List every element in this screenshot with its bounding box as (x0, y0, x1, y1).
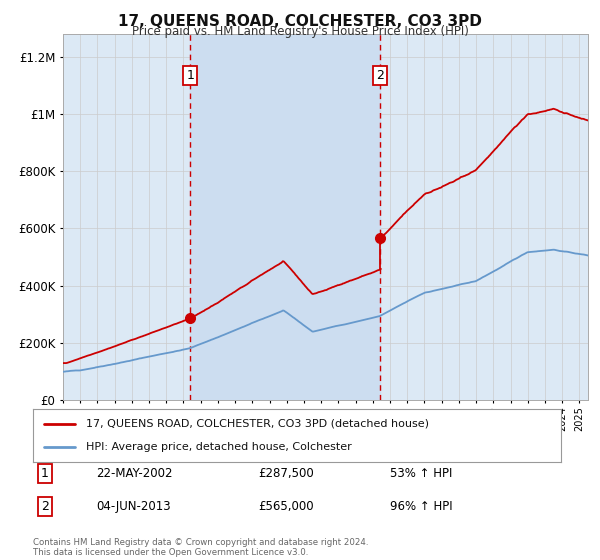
Bar (190, 34, 380, 400)
Text: HPI: Average price, detached house, Colchester: HPI: Average price, detached house, Colc… (86, 442, 352, 452)
Text: 2: 2 (376, 69, 384, 82)
Text: 53% ↑ HPI: 53% ↑ HPI (390, 466, 452, 480)
Text: Contains HM Land Registry data © Crown copyright and database right 2024.
This d: Contains HM Land Registry data © Crown c… (33, 538, 368, 557)
Text: 22-MAY-2002: 22-MAY-2002 (96, 466, 173, 480)
Text: 1: 1 (186, 69, 194, 82)
Text: Price paid vs. HM Land Registry's House Price Index (HPI): Price paid vs. HM Land Registry's House … (131, 25, 469, 38)
Text: 1: 1 (41, 466, 49, 480)
Text: 17, QUEENS ROAD, COLCHESTER, CO3 3PD (detached house): 17, QUEENS ROAD, COLCHESTER, CO3 3PD (de… (86, 419, 429, 429)
Text: £565,000: £565,000 (258, 500, 314, 514)
Text: 04-JUN-2013: 04-JUN-2013 (96, 500, 170, 514)
Text: £287,500: £287,500 (258, 466, 314, 480)
Text: 17, QUEENS ROAD, COLCHESTER, CO3 3PD: 17, QUEENS ROAD, COLCHESTER, CO3 3PD (118, 14, 482, 29)
Text: 96% ↑ HPI: 96% ↑ HPI (390, 500, 452, 514)
Text: 2: 2 (41, 500, 49, 514)
